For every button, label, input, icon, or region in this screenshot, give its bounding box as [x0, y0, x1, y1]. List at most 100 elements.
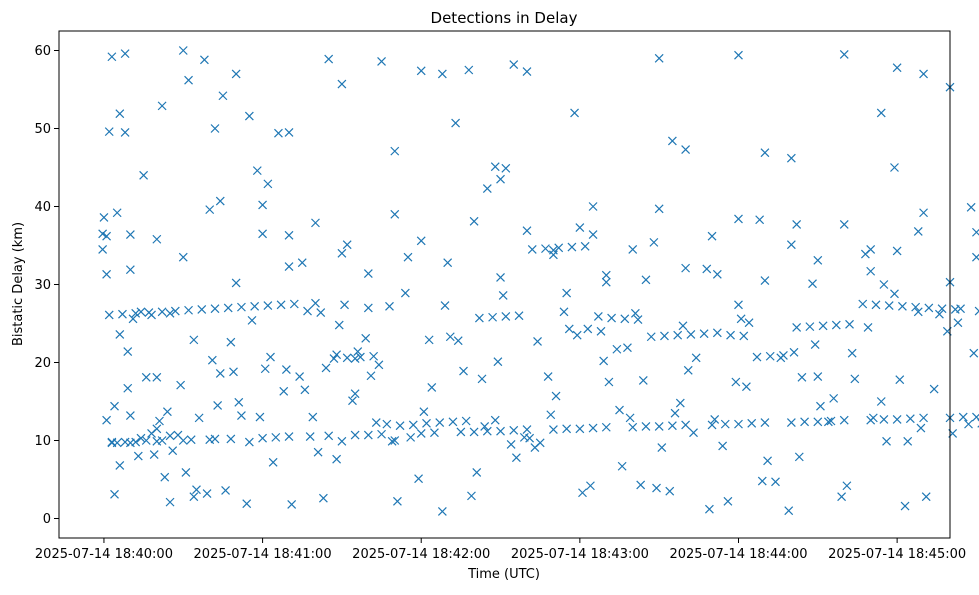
- data-point: [123, 383, 133, 393]
- data-point: [337, 436, 347, 446]
- data-point: [551, 391, 561, 401]
- data-point: [363, 303, 373, 313]
- data-point: [387, 436, 397, 446]
- data-point: [723, 496, 733, 506]
- data-point: [311, 218, 320, 228]
- data-point: [403, 252, 413, 262]
- data-point: [168, 446, 178, 456]
- data-point: [699, 329, 709, 339]
- data-point: [467, 491, 476, 501]
- data-point: [673, 330, 683, 340]
- data-point: [929, 384, 939, 394]
- data-point: [377, 429, 386, 439]
- data-point: [601, 422, 611, 432]
- data-point: [112, 438, 122, 448]
- data-point: [615, 405, 624, 415]
- data-point: [734, 300, 743, 310]
- data-point: [303, 306, 312, 316]
- data-point: [482, 184, 492, 193]
- data-point: [231, 69, 241, 79]
- data-point: [876, 397, 886, 406]
- data-point: [162, 407, 172, 417]
- data-point: [321, 363, 331, 373]
- data-point: [839, 49, 849, 59]
- data-point: [966, 202, 976, 212]
- data-point: [202, 489, 212, 498]
- data-point: [263, 179, 273, 189]
- data-point: [155, 416, 164, 426]
- data-point: [416, 429, 426, 438]
- data-point: [646, 332, 656, 342]
- data-point: [937, 304, 947, 314]
- data-point: [919, 413, 928, 423]
- data-point: [123, 347, 133, 357]
- data-point: [385, 301, 394, 311]
- data-point: [186, 435, 196, 445]
- data-point: [152, 372, 162, 382]
- data-point: [496, 273, 505, 282]
- data-point: [210, 434, 220, 444]
- data-point: [178, 46, 188, 55]
- data-point: [969, 348, 979, 358]
- data-point: [178, 252, 188, 262]
- data-point: [964, 419, 973, 429]
- data-point: [226, 337, 236, 347]
- data-point: [972, 227, 979, 237]
- data-point: [805, 322, 815, 332]
- data-point: [934, 309, 944, 319]
- data-point: [792, 322, 802, 332]
- data-point: [334, 320, 344, 330]
- data-point: [522, 226, 532, 236]
- data-point: [630, 308, 640, 318]
- data-point: [876, 108, 886, 118]
- data-point: [361, 333, 371, 343]
- data-point: [437, 507, 447, 516]
- data-point: [636, 480, 646, 490]
- data-point: [102, 269, 112, 279]
- data-point: [136, 433, 146, 443]
- data-point: [776, 353, 786, 363]
- data-point: [752, 352, 762, 362]
- data-point: [133, 451, 143, 461]
- data-point: [784, 506, 794, 516]
- data-point: [125, 230, 135, 240]
- data-point: [120, 49, 130, 59]
- data-point: [641, 275, 651, 285]
- data-point: [496, 426, 505, 436]
- data-point: [617, 461, 627, 471]
- data-point: [324, 54, 334, 64]
- data-point: [136, 307, 146, 317]
- data-point: [747, 418, 757, 428]
- data-point: [464, 65, 474, 75]
- data-point: [332, 454, 342, 464]
- data-point: [892, 63, 902, 73]
- data-point: [189, 335, 199, 345]
- data-point: [252, 166, 262, 176]
- data-point: [472, 468, 482, 477]
- data-point: [490, 415, 500, 425]
- data-point: [242, 499, 252, 509]
- data-point: [972, 412, 979, 422]
- data-point: [734, 214, 743, 224]
- data-point: [797, 372, 807, 382]
- data-point: [477, 374, 487, 384]
- y-tick-label: 40: [34, 200, 51, 215]
- data-point: [311, 298, 320, 308]
- data-point: [900, 501, 910, 511]
- data-point: [279, 386, 289, 396]
- x-tick-label: 2025-07-14 18:40:00: [35, 547, 173, 562]
- data-point: [189, 492, 199, 502]
- data-point: [897, 301, 907, 311]
- data-point: [601, 277, 611, 287]
- data-point: [911, 302, 921, 312]
- data-point: [213, 400, 223, 410]
- data-point: [562, 424, 572, 434]
- data-point: [490, 162, 500, 172]
- data-point: [654, 422, 664, 431]
- data-point: [102, 415, 112, 425]
- data-point: [435, 418, 445, 427]
- data-point: [258, 200, 268, 210]
- data-point: [546, 410, 556, 420]
- data-point: [588, 202, 598, 211]
